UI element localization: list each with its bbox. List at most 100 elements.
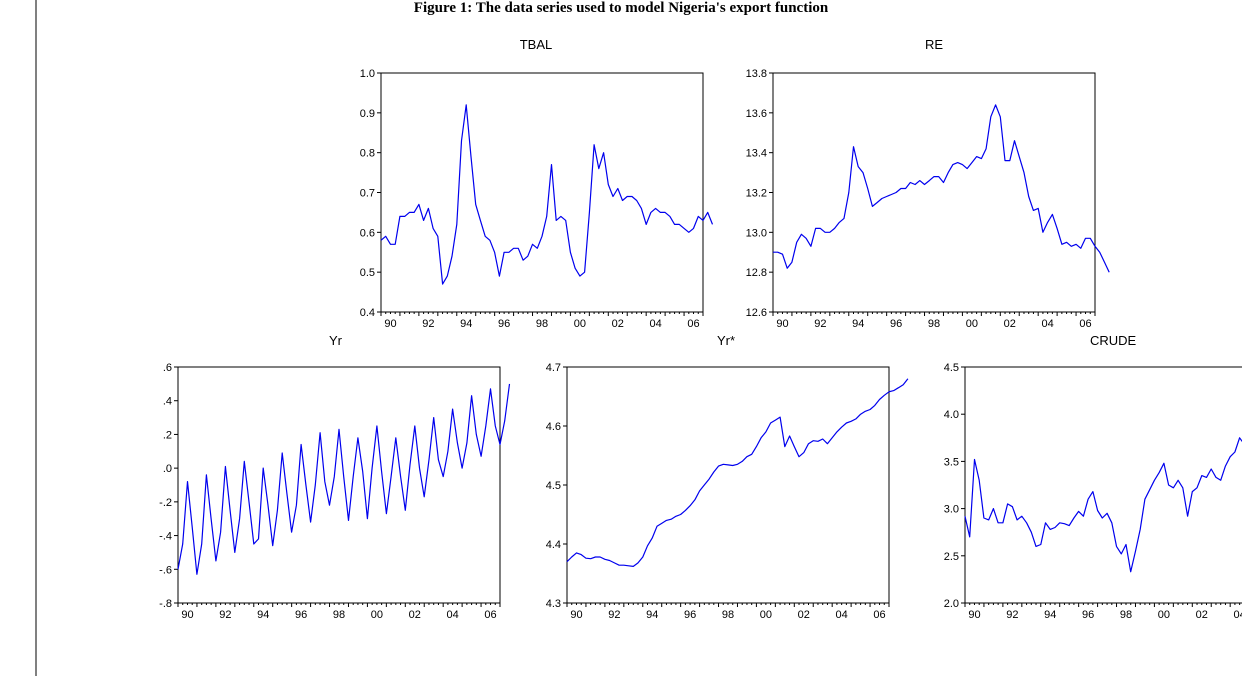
y-tick-label: 1.0 bbox=[360, 68, 375, 80]
y-tick-label: 0.5 bbox=[360, 267, 375, 279]
y-tick-label: 12.6 bbox=[746, 307, 767, 319]
x-tick-label: 90 bbox=[570, 609, 582, 621]
x-tick-label: 96 bbox=[890, 318, 902, 330]
y-tick-label: .6 bbox=[163, 362, 172, 374]
panel-tbal: TBAL 0.4 0.5 0.6 0.7 0.8 0.9 1.0 90 92 94 96 98 00 02… bbox=[360, 37, 714, 330]
x-tick-label: 96 bbox=[498, 318, 510, 330]
x-tick-label: 00 bbox=[966, 318, 978, 330]
y-tick-label: 0.7 bbox=[360, 188, 375, 200]
y-tick-label: 13.2 bbox=[746, 188, 767, 200]
y-tick-label: -.2 bbox=[159, 497, 172, 509]
y-tick-label: -.6 bbox=[159, 564, 172, 576]
series-re bbox=[773, 104, 1110, 273]
series-line-crude bbox=[964, 437, 1242, 573]
x-tick-label: 06 bbox=[873, 609, 885, 621]
x-tick-label: 94 bbox=[646, 609, 658, 621]
chart-title-tbal: TBAL bbox=[520, 37, 553, 52]
plot-frame-yr bbox=[177, 366, 501, 604]
x-tick-label: 02 bbox=[1196, 609, 1208, 621]
y-tick-label: 4.0 bbox=[944, 409, 959, 421]
x-tick-label: 98 bbox=[536, 318, 548, 330]
x-tick-label: 92 bbox=[814, 318, 826, 330]
series-line-re bbox=[773, 104, 1110, 273]
x-tick-label: 96 bbox=[684, 609, 696, 621]
y-tick-label: 4.4 bbox=[546, 539, 561, 551]
y-tick-label: 13.6 bbox=[746, 108, 767, 120]
y-tick-label: 3.0 bbox=[944, 504, 959, 516]
x-tick-label: 96 bbox=[295, 609, 307, 621]
x-tick-label: 04 bbox=[650, 318, 662, 330]
x-tick-label: 06 bbox=[687, 318, 699, 330]
x-tick-label: 98 bbox=[722, 609, 734, 621]
x-tick-label: 02 bbox=[409, 609, 421, 621]
y-tick-label: 4.6 bbox=[546, 421, 561, 433]
x-tick-label: 02 bbox=[612, 318, 624, 330]
x-tick-label: 02 bbox=[1004, 318, 1016, 330]
y-tick-label: 4.5 bbox=[546, 480, 561, 492]
chart-title-yr: Yr bbox=[329, 333, 343, 348]
x-tick-label: 94 bbox=[1044, 609, 1056, 621]
y-tick-label: 2.0 bbox=[944, 598, 959, 610]
x-tick-label: 98 bbox=[928, 318, 940, 330]
y-tick-label: 0.6 bbox=[360, 227, 375, 239]
figure-header: Figure 1: The data series used to model … bbox=[414, 0, 829, 16]
y-tick-label: .4 bbox=[163, 396, 172, 408]
x-tick-label: 92 bbox=[1006, 609, 1018, 621]
series-tbal bbox=[380, 104, 714, 285]
axis-ticks-re: 12.6 12.8 13.0 13.2 13.4 13.6 13.8 90 92 94 96 98 00… bbox=[746, 68, 1096, 330]
y-tick-label: 13.8 bbox=[746, 68, 767, 80]
x-tick-label: 92 bbox=[608, 609, 620, 621]
x-tick-label: 02 bbox=[798, 609, 810, 621]
chart-title-yr-star: Yr* bbox=[717, 333, 735, 348]
axis-ticks-tbal: 0.4 0.5 0.6 0.7 0.8 0.9 1.0 90 92 94 96 98 00 02 04 06 bbox=[360, 68, 704, 330]
panel-crude: CRUDE 2.0 2.5 3.0 3.5 4.0 4.5 90 92 94 96 98 00 02 04 bbox=[944, 333, 1242, 621]
x-tick-label: 94 bbox=[460, 318, 472, 330]
x-tick-label: 00 bbox=[371, 609, 383, 621]
plot-frame-tbal bbox=[380, 72, 704, 313]
plot-frame-crude bbox=[964, 366, 1242, 604]
y-tick-label: .2 bbox=[163, 429, 172, 441]
y-tick-label: 0.9 bbox=[360, 108, 375, 120]
axis-ticks-crude: 2.0 2.5 3.0 3.5 4.0 4.5 90 92 94 96 98 00 02 04 bbox=[944, 362, 1242, 621]
y-tick-label: 4.3 bbox=[546, 598, 561, 610]
series-line-yr bbox=[177, 383, 511, 575]
x-tick-label: 00 bbox=[574, 318, 586, 330]
x-tick-label: 92 bbox=[219, 609, 231, 621]
series-line-tbal bbox=[380, 104, 714, 285]
y-tick-label: -.4 bbox=[159, 531, 172, 543]
x-tick-label: 04 bbox=[447, 609, 459, 621]
chart-title-crude: CRUDE bbox=[1090, 333, 1137, 348]
chart-title-re: RE bbox=[925, 37, 943, 52]
y-tick-label: 2.5 bbox=[944, 551, 959, 563]
y-tick-label: 3.5 bbox=[944, 456, 959, 468]
series-line-yr_star bbox=[566, 378, 909, 568]
y-tick-label: 13.4 bbox=[746, 148, 767, 160]
x-tick-label: 06 bbox=[1079, 318, 1091, 330]
x-tick-label: 04 bbox=[1042, 318, 1054, 330]
x-tick-label: 94 bbox=[257, 609, 269, 621]
x-tick-label: 06 bbox=[484, 609, 496, 621]
x-tick-label: 00 bbox=[760, 609, 772, 621]
y-tick-label: 4.5 bbox=[944, 362, 959, 374]
x-tick-label: 90 bbox=[776, 318, 788, 330]
plot-frame-yr-star bbox=[566, 366, 890, 604]
panel-yr: Yr -.8 -.6 -.4 -.2 .0 .2 .4 .6 90 92 94 96 98 00 02 04 0… bbox=[159, 333, 511, 621]
axis-ticks-yr-star: 4.3 4.4 4.5 4.6 4.7 90 92 94 96 98 00 02 04 06 bbox=[546, 362, 890, 621]
x-tick-label: 96 bbox=[1082, 609, 1094, 621]
plot-frame-re bbox=[772, 72, 1096, 313]
x-tick-label: 92 bbox=[422, 318, 434, 330]
series-crude bbox=[964, 437, 1242, 573]
panel-re: RE 12.6 12.8 13.0 13.2 13.4 13.6 13.8 90 92 94 96 9… bbox=[746, 37, 1110, 330]
x-tick-label: 90 bbox=[968, 609, 980, 621]
x-tick-label: 04 bbox=[836, 609, 848, 621]
x-tick-label: 98 bbox=[333, 609, 345, 621]
x-tick-label: 90 bbox=[181, 609, 193, 621]
y-tick-label: 0.4 bbox=[360, 307, 375, 319]
panel-yr-star: Yr* 4.3 4.4 4.5 4.6 4.7 90 92 94 96 98 00 02 04 06 bbox=[546, 333, 909, 621]
y-tick-label: 0.8 bbox=[360, 148, 375, 160]
y-tick-label: -.8 bbox=[159, 598, 172, 610]
series-yr bbox=[177, 383, 511, 575]
x-tick-label: 98 bbox=[1120, 609, 1132, 621]
x-tick-label: 90 bbox=[384, 318, 396, 330]
